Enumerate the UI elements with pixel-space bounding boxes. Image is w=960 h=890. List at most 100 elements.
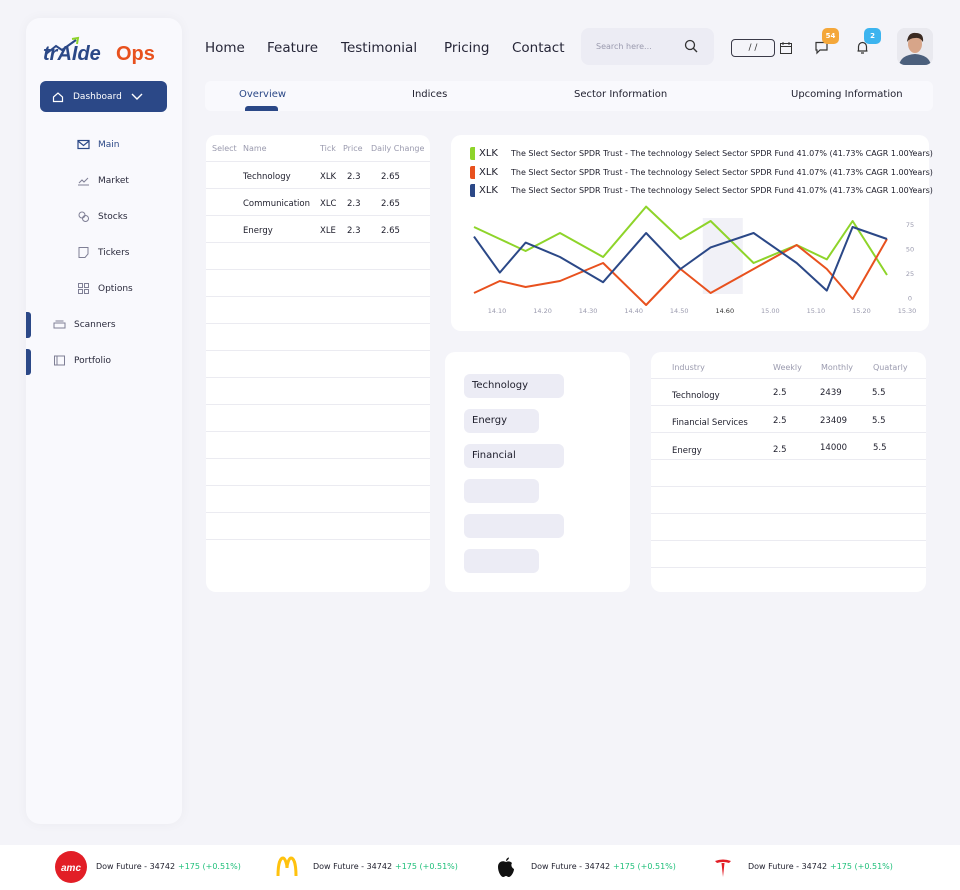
series-line-0[interactable]: [473, 205, 888, 276]
sidebar-item-scanners[interactable]: Scanners: [53, 318, 116, 331]
nav-contact[interactable]: Contact: [512, 40, 565, 56]
amc-logo: amc: [55, 851, 87, 883]
sidebar-item-options[interactable]: Options: [77, 282, 133, 295]
y-tick-label: 50: [906, 246, 914, 254]
empty-row: [651, 541, 926, 568]
home-icon: [52, 91, 64, 102]
line-chart[interactable]: 75 50 25 0 14.10 14.20 14.30 14.40 14.50 14.60 15.…: [451, 205, 929, 330]
empty-row: [206, 513, 430, 540]
table-row[interactable]: Technology XLK 2.3 2.65: [206, 162, 430, 189]
empty-row: [651, 514, 926, 541]
svg-text:trAIde: trAIde: [43, 43, 101, 65]
legend-item[interactable]: XLK The Slect Sector SPDR Trust - The te…: [470, 166, 933, 179]
legend-text: The Slect Sector SPDR Trust - The techno…: [510, 168, 933, 177]
sidebar-item-label: Options: [98, 283, 133, 294]
legend-item[interactable]: XLK The Slect Sector SPDR Trust - The te…: [470, 147, 933, 160]
table-row[interactable]: Technology 2.5 2439 5.5: [651, 379, 926, 406]
legend-tick: XLK: [479, 167, 498, 178]
search-icon[interactable]: [684, 39, 698, 53]
legend-text: The Slect Sector SPDR Trust - The techno…: [510, 186, 933, 195]
sidebar-item-portfolio[interactable]: Portfolio: [53, 354, 111, 367]
cell-tick: XLK: [320, 172, 337, 182]
sidebar-item-label: Stocks: [98, 211, 128, 222]
bell-icon[interactable]: [855, 40, 870, 55]
cell-price: 2.3: [347, 172, 361, 182]
sidebar-item-stocks[interactable]: Stocks: [77, 210, 128, 223]
nav-testimonial[interactable]: Testimonial: [341, 40, 418, 56]
apple-logo: [490, 851, 522, 883]
logo[interactable]: trAIde Ops: [42, 32, 166, 66]
empty-row: [206, 459, 430, 486]
empty-row: [206, 270, 430, 297]
x-tick-label: 14.40: [624, 307, 643, 315]
tab-overview[interactable]: Overview: [239, 89, 287, 100]
active-tab-indicator: [245, 106, 278, 111]
sidebar-item-tickers[interactable]: Tickers: [77, 246, 130, 259]
series-line-1[interactable]: [473, 238, 888, 306]
tab-indices[interactable]: Indices: [412, 89, 448, 100]
x-tick-label: 14.20: [533, 307, 552, 315]
col-select: Select: [212, 144, 237, 153]
x-tick-label: 15.20: [852, 307, 871, 315]
table-row[interactable]: Communication XLC 2.3 2.65: [206, 189, 430, 216]
nav-feature[interactable]: Feature: [267, 40, 319, 56]
sector-pill-empty[interactable]: [464, 479, 539, 503]
avatar[interactable]: [897, 28, 933, 65]
empty-row: [206, 243, 430, 270]
nav-pricing[interactable]: Pricing: [444, 40, 490, 56]
date-field[interactable]: / /: [731, 39, 775, 57]
cell-quarterly: 5.5: [872, 416, 886, 426]
table-row[interactable]: Energy 2.5 14000 5.5: [651, 433, 926, 460]
search-placeholder: Search here...: [596, 42, 652, 51]
cell-weekly: 2.5: [773, 445, 787, 455]
table-row[interactable]: Energy XLE 2.3 2.65: [206, 216, 430, 243]
cell-quarterly: 5.5: [873, 443, 887, 453]
tab-bar: Overview Indices Sector Information Upco…: [205, 81, 933, 111]
legend-item[interactable]: XLK The Slect Sector SPDR Trust - The te…: [470, 184, 933, 197]
ticker-bar: amc Dow Future - 34742 +175 (+0.51%) Dow…: [0, 845, 960, 890]
messages-badge: 54: [822, 28, 839, 44]
x-tick-label: 14.50: [670, 307, 689, 315]
scanner-icon: [53, 320, 66, 329]
x-tick-label: 15.10: [807, 307, 826, 315]
highlight-band: [702, 218, 743, 294]
sidebar-item-label: Tickers: [98, 247, 130, 258]
cell-name: Energy: [243, 226, 273, 236]
empty-row: [206, 432, 430, 459]
legend-swatch: [470, 184, 475, 197]
sector-pill[interactable]: Technology: [464, 374, 564, 398]
cell-quarterly: 5.5: [872, 388, 886, 398]
sector-pill-empty[interactable]: [464, 549, 539, 573]
calendar-icon[interactable]: [779, 41, 793, 55]
tab-upcoming-information[interactable]: Upcoming Information: [791, 89, 903, 100]
cell-weekly: 2.5: [773, 388, 787, 398]
col-daily-change: Daily Change: [371, 144, 425, 153]
table-row[interactable]: Financial Services 2.5 23409 5.5: [651, 406, 926, 433]
grid-icon: [78, 283, 89, 294]
sidebar-item-main[interactable]: Main: [77, 138, 120, 151]
chevron-down-icon: [131, 93, 143, 100]
nav-home[interactable]: Home: [205, 40, 245, 56]
cell-industry: Energy: [672, 446, 702, 456]
cell-name: Communication: [243, 199, 310, 209]
coins-icon: [78, 211, 89, 222]
tesla-logo: [707, 851, 739, 883]
empty-row: [206, 486, 430, 513]
col-name: Name: [243, 144, 267, 153]
tab-sector-information[interactable]: Sector Information: [574, 89, 668, 100]
x-tick-label: 15.00: [761, 307, 780, 315]
col-weekly: Weekly: [773, 363, 802, 372]
series-line-2[interactable]: [473, 226, 888, 292]
sidebar-item-market[interactable]: Market: [77, 174, 129, 187]
sector-pill[interactable]: Energy: [464, 409, 539, 433]
sector-pill[interactable]: Financial: [464, 444, 564, 468]
dashboard-button[interactable]: Dashboard: [40, 81, 167, 112]
search-input[interactable]: Search here...: [581, 28, 714, 65]
legend-swatch: [470, 166, 475, 179]
empty-row: [206, 324, 430, 351]
x-tick-label: 14.10: [488, 307, 507, 315]
sector-pill-empty[interactable]: [464, 514, 564, 538]
ticker-name: Dow Future - 34742: [313, 862, 393, 871]
legend-text: The Slect Sector SPDR Trust - The techno…: [510, 149, 933, 158]
cell-monthly: 2439: [820, 388, 842, 398]
